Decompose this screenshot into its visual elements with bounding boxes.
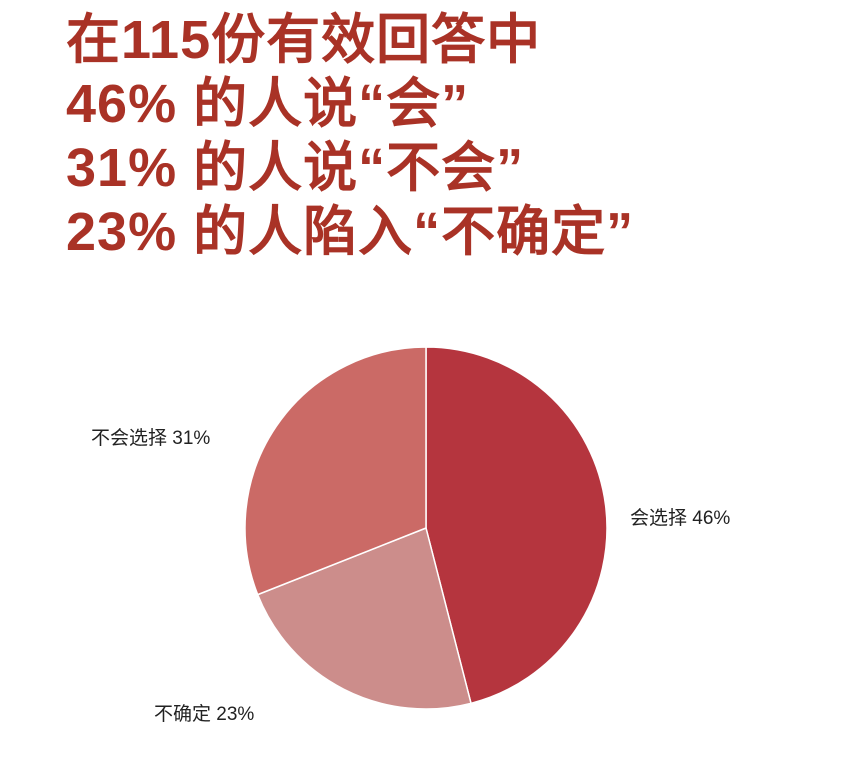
slice-label: 不会选择 31%	[91, 427, 210, 449]
headline-line: 46% 的人说“会”	[66, 74, 470, 134]
slice-label: 不确定 23%	[154, 703, 254, 725]
headline: 在115份有效回答中 46% 的人说“会” 31% 的人说“不会” 23% 的人…	[66, 8, 634, 264]
pie-slice	[256, 526, 472, 710]
pie-slice	[244, 346, 427, 596]
pie-slice	[425, 346, 608, 705]
slice-label: 会选择 46%	[630, 507, 730, 529]
headline-line: 在115份有效回答中	[66, 10, 542, 70]
headline-line: 31% 的人说“不会”	[66, 138, 525, 198]
headline-line: 23% 的人陷入“不确定”	[66, 202, 635, 262]
